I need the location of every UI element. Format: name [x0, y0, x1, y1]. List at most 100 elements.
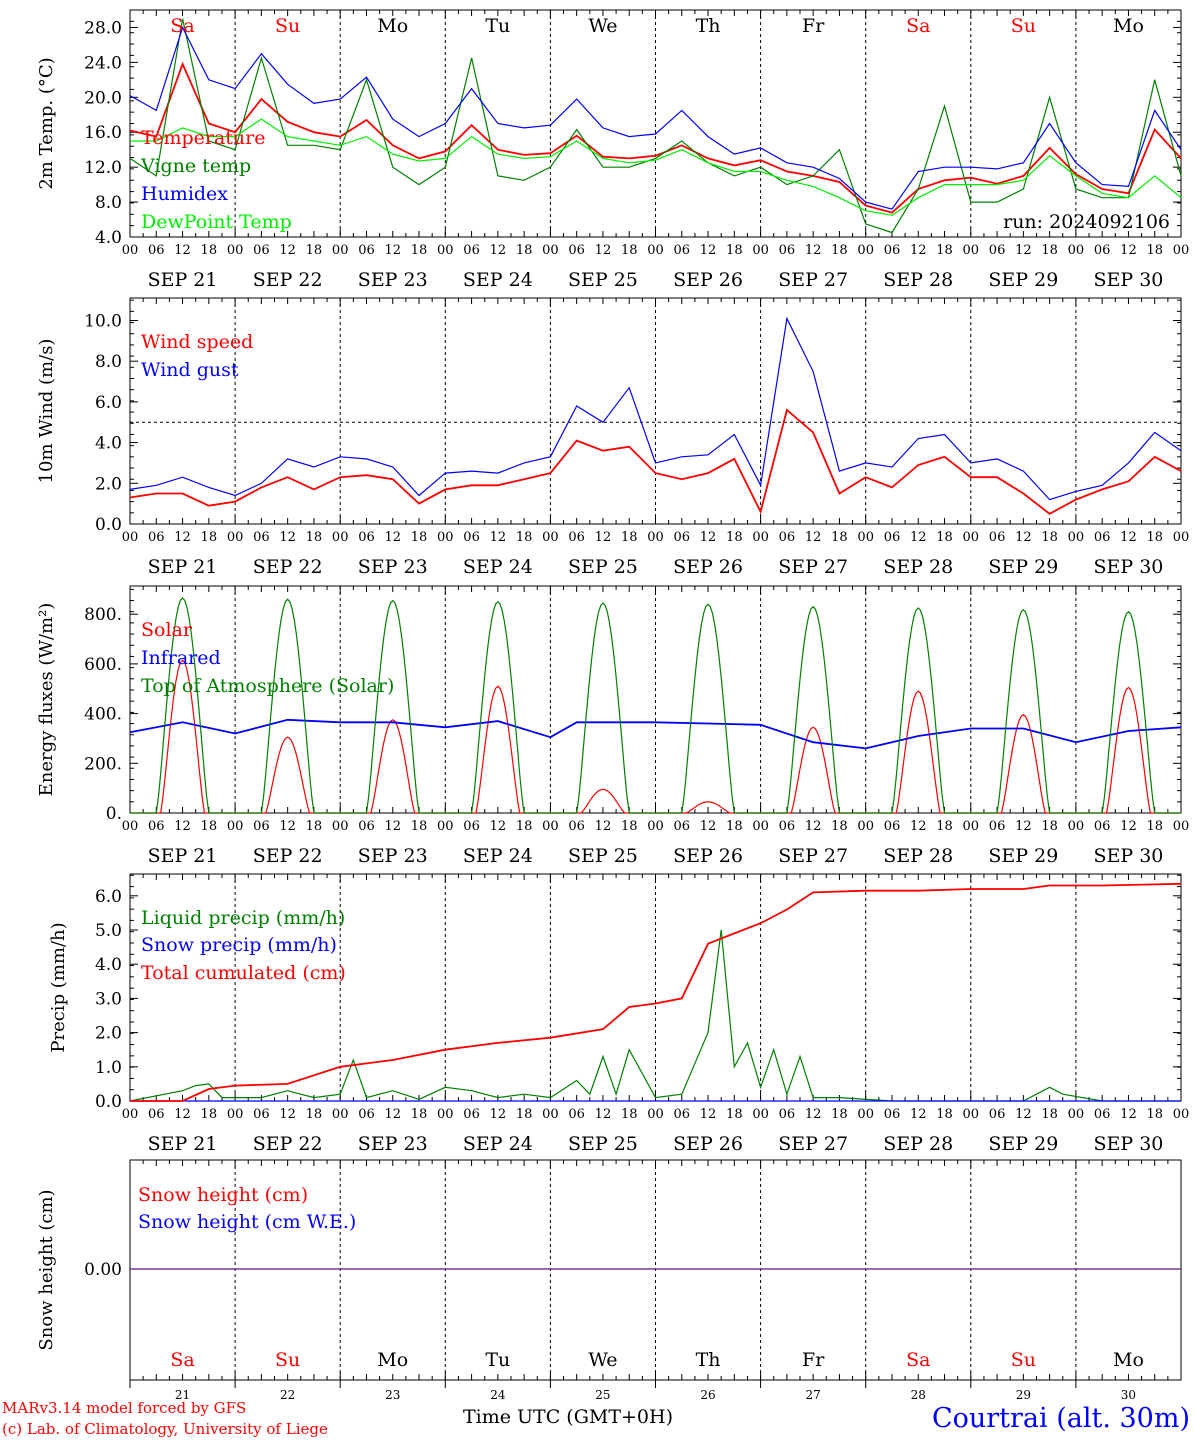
hour-tick-label: 18: [1146, 819, 1163, 834]
date-label: SEP 28: [883, 556, 953, 578]
date-label: SEP 27: [778, 269, 848, 291]
hour-tick-label: 00: [1068, 530, 1085, 545]
hour-tick-label: 12: [174, 819, 191, 834]
legend-label: Wind speed: [141, 331, 253, 353]
y-tick-label: 28.0: [84, 18, 122, 38]
date-label: SEP 29: [988, 556, 1058, 578]
date-label: SEP 27: [778, 1133, 848, 1155]
date-label: SEP 21: [148, 1133, 218, 1155]
hour-tick-label: 00: [1173, 243, 1190, 258]
date-label: SEP 23: [358, 556, 428, 578]
legend-label: Liquid precip (mm/h): [141, 907, 345, 929]
hour-tick-label: 06: [148, 530, 165, 545]
date-label: SEP 30: [1094, 556, 1164, 578]
series-line: [129, 316, 1182, 501]
y-tick-label: 600.: [84, 655, 122, 675]
hour-tick-label: 18: [1041, 819, 1058, 834]
weekday-label: Su: [275, 1349, 300, 1371]
date-label: SEP 30: [1094, 269, 1164, 291]
hour-tick-label: 00: [332, 530, 349, 545]
hour-tick-label: 00: [1173, 530, 1190, 545]
hour-tick-label: 00: [332, 1107, 349, 1122]
hour-tick-label: 12: [384, 1107, 401, 1122]
hour-tick-label: 12: [595, 530, 612, 545]
legend-label: Snow height (cm): [138, 1184, 308, 1206]
hour-tick-label: 12: [279, 530, 296, 545]
y-tick-label: 400.: [84, 705, 122, 725]
hour-tick-label: 12: [1120, 1107, 1137, 1122]
hour-tick-label: 12: [910, 1107, 927, 1122]
hour-tick-label: 06: [568, 530, 585, 545]
hour-tick-label: 18: [936, 1107, 953, 1122]
hour-tick-label: 12: [279, 1107, 296, 1122]
y-axis-label: Snow height (cm): [36, 1189, 57, 1350]
hour-tick-label: 18: [831, 1107, 848, 1122]
date-label: SEP 25: [568, 556, 638, 578]
hour-tick-label: 00: [857, 530, 874, 545]
hour-tick-label: 00: [857, 819, 874, 834]
hour-tick-label: 12: [279, 819, 296, 834]
hour-tick-label: 12: [805, 1107, 822, 1122]
weekday-label: Mo: [377, 15, 408, 37]
day-number-label: 26: [700, 1388, 715, 1402]
hour-tick-label: 18: [201, 530, 218, 545]
hour-tick-label: 12: [1015, 819, 1032, 834]
hour-tick-label: 06: [358, 243, 375, 258]
hour-tick-label: 12: [490, 530, 507, 545]
y-tick-label: 800.: [84, 605, 122, 625]
day-number-label: 25: [595, 1388, 610, 1402]
y-tick-label: 4.0: [95, 955, 122, 975]
hour-tick-label: 00: [1173, 1107, 1190, 1122]
hour-tick-label: 18: [1146, 243, 1163, 258]
hour-tick-label: 06: [568, 243, 585, 258]
series-line: [129, 718, 1182, 750]
hour-tick-label: 18: [1041, 243, 1058, 258]
hour-tick-label: 12: [595, 243, 612, 258]
hour-tick-label: 12: [1120, 530, 1137, 545]
y-axis-label: 10m Wind (m/s): [36, 339, 57, 484]
run-annotation: run: 2024092106: [1003, 211, 1170, 233]
y-tick-label: 4.0: [95, 434, 122, 454]
hour-tick-label: 00: [647, 1107, 664, 1122]
hour-tick-label: 00: [963, 530, 980, 545]
hour-tick-label: 06: [884, 819, 901, 834]
hour-tick-label: 18: [411, 530, 428, 545]
y-axis-label: Precip (mm/h): [48, 922, 69, 1052]
hour-tick-label: 00: [963, 243, 980, 258]
y-tick-label: 6.0: [95, 393, 122, 413]
day-number-label: 22: [280, 1388, 295, 1402]
hour-tick-label: 00: [437, 530, 454, 545]
date-label: SEP 28: [883, 845, 953, 867]
day-number-label: 27: [806, 1388, 821, 1402]
hour-tick-label: 00: [647, 243, 664, 258]
hour-tick-label: 00: [437, 819, 454, 834]
legend-label: DewPoint Temp: [141, 211, 292, 233]
hour-tick-label: 12: [174, 243, 191, 258]
legend-label: Humidex: [141, 183, 228, 205]
hour-tick-label: 00: [542, 1107, 559, 1122]
hour-tick-label: 12: [1015, 1107, 1032, 1122]
date-label: SEP 21: [148, 556, 218, 578]
series-line: [129, 25, 1182, 210]
series-line: [129, 18, 1182, 234]
day-number-label: 23: [385, 1388, 400, 1402]
hour-tick-label: 18: [201, 819, 218, 834]
hour-tick-label: 00: [122, 1107, 139, 1122]
hour-tick-label: 06: [358, 530, 375, 545]
hour-tick-label: 18: [936, 819, 953, 834]
y-tick-label: 1.0: [95, 1058, 122, 1078]
hour-tick-label: 06: [674, 819, 691, 834]
y-tick-label: 0.: [106, 804, 122, 824]
hour-tick-label: 00: [332, 243, 349, 258]
weekday-label: Su: [275, 15, 300, 37]
hour-tick-label: 12: [384, 819, 401, 834]
hour-tick-label: 18: [936, 243, 953, 258]
hour-tick-label: 00: [752, 1107, 769, 1122]
legend-label: Wind gust: [141, 359, 239, 381]
hour-tick-label: 18: [936, 530, 953, 545]
hour-tick-label: 06: [463, 243, 480, 258]
date-label: SEP 30: [1094, 845, 1164, 867]
series-line: [129, 61, 1182, 214]
hour-tick-label: 18: [516, 819, 533, 834]
date-label: SEP 26: [673, 269, 743, 291]
